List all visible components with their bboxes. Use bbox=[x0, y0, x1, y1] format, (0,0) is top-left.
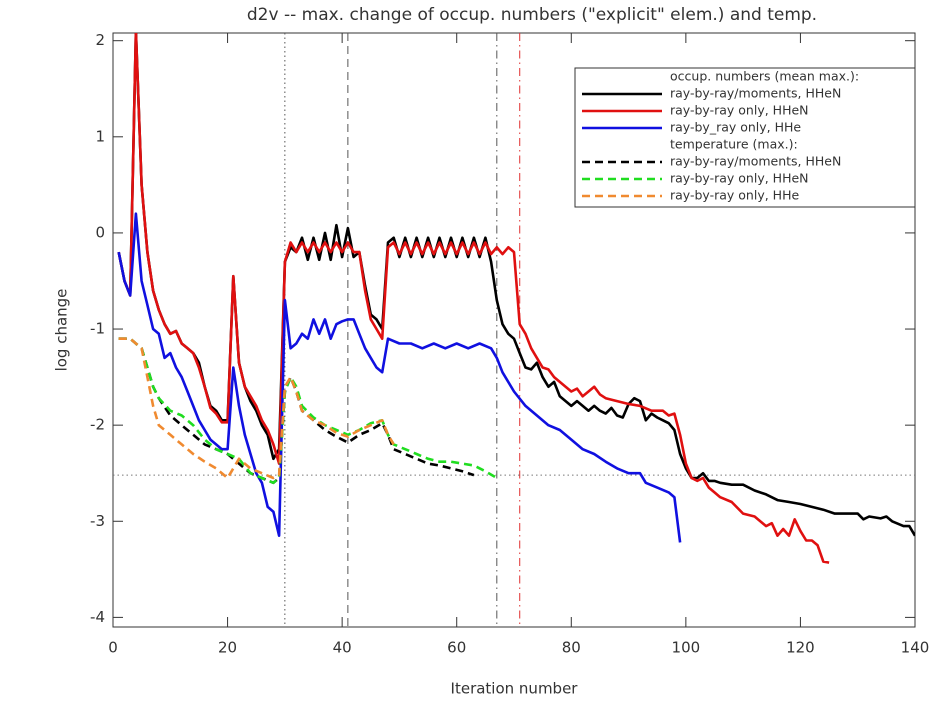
x-tick-label: 100 bbox=[672, 639, 701, 657]
chart-title: d2v -- max. change of occup. numbers ("e… bbox=[247, 5, 817, 25]
legend: occup. numbers (mean max.): ray-by-ray/mo… bbox=[574, 67, 916, 208]
legend-label: ray-by-ray/moments, HHeN bbox=[670, 154, 841, 169]
y-tick-label: -3 bbox=[90, 512, 105, 530]
legend-label: ray-by-ray only, HHeN bbox=[670, 171, 809, 186]
y-tick-label: -2 bbox=[90, 416, 105, 434]
y-tick-label: -4 bbox=[90, 608, 105, 626]
legend-label: ray-by-ray/moments, HHeN bbox=[670, 86, 841, 101]
x-tick-label: 140 bbox=[901, 639, 930, 657]
series-line bbox=[117, 33, 830, 564]
legend-heading: occup. numbers (mean max.): bbox=[670, 69, 859, 84]
axes: 0 20 40 60 80 100 120 140 -4 -3 -2 -1 0 1 2 bbox=[90, 31, 929, 656]
legend-label: ray-by-ray only, HHeN bbox=[670, 103, 809, 118]
series-line bbox=[118, 337, 395, 480]
series-lines bbox=[117, 33, 915, 564]
x-axis-label: Iteration number bbox=[451, 680, 579, 698]
y-tick-label: -1 bbox=[90, 320, 105, 338]
series-line bbox=[118, 337, 498, 485]
y-tick-label: 2 bbox=[95, 31, 105, 49]
y-tick-label: 0 bbox=[95, 223, 105, 241]
x-tick-label: 120 bbox=[786, 639, 815, 657]
x-tick-label: 20 bbox=[218, 639, 237, 657]
x-tick-label: 60 bbox=[447, 639, 466, 657]
plot-frame bbox=[112, 32, 916, 628]
x-tick-label: 80 bbox=[562, 639, 581, 657]
legend-label: ray-by_ray only, HHe bbox=[670, 120, 801, 135]
legend-label: ray-by-ray only, HHe bbox=[670, 188, 799, 203]
x-tick-label: 40 bbox=[333, 639, 352, 657]
y-axis-label: log change bbox=[53, 289, 71, 372]
y-tick-label: 1 bbox=[95, 127, 105, 145]
x-tick-label: 0 bbox=[108, 639, 118, 657]
legend-box bbox=[574, 67, 916, 208]
legend-heading: temperature (max.): bbox=[670, 137, 798, 152]
series-line bbox=[117, 212, 682, 543]
